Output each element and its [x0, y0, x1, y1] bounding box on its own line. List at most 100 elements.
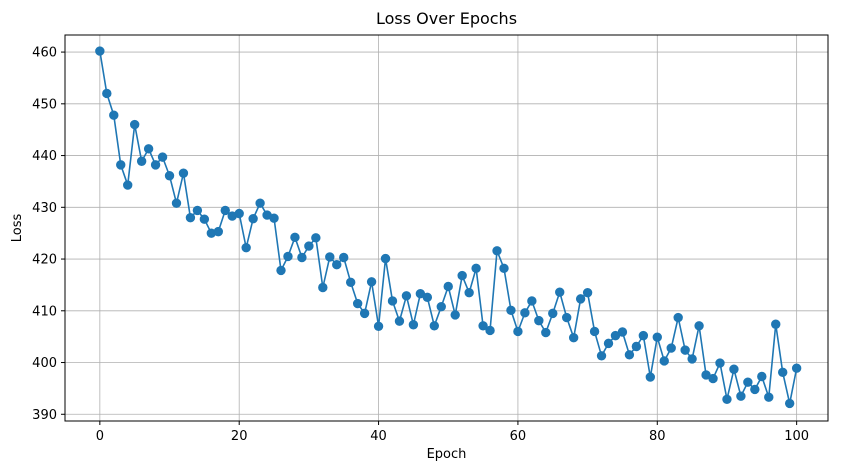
loss-data-point [638, 330, 649, 341]
grid-layer [65, 35, 828, 421]
loss-data-point [457, 270, 467, 281]
loss-data-point [164, 171, 175, 181]
loss-data-point [694, 321, 704, 331]
loss-data-point [394, 316, 405, 326]
loss-data-point [116, 160, 126, 170]
plot-frame [64, 34, 829, 422]
x-tick-label: 20 [231, 429, 248, 444]
loss-data-point [757, 371, 767, 382]
loss-data-point [408, 320, 419, 330]
x-tick-label: 100 [784, 429, 809, 444]
loss-data-point [290, 232, 300, 243]
loss-data-point [673, 312, 683, 323]
loss-data-point [492, 246, 502, 256]
loss-data-point [645, 372, 656, 382]
loss-data-point [102, 88, 112, 99]
loss-data-point [520, 308, 530, 318]
loss-data-point [192, 205, 203, 216]
loss-data-point [687, 354, 697, 364]
loss-data-point [109, 110, 119, 120]
loss-data-point [555, 287, 565, 297]
loss-data-point [143, 144, 154, 154]
loss-data-point [185, 212, 196, 223]
y-tick-label: 400 [32, 356, 57, 371]
loss-data-point [450, 310, 460, 320]
loss-data-point [129, 119, 140, 130]
loss-data-point [241, 242, 251, 253]
loss-data-point [150, 160, 161, 170]
loss-data-point [513, 326, 523, 337]
tick-layer: 0 20 40 60 80 100 390 400 410 420 430 440 450 460 [32, 46, 809, 444]
x-tick-label: 80 [649, 429, 666, 444]
loss-data-point [631, 341, 642, 352]
loss-data-point [318, 282, 328, 293]
loss-data-point [527, 296, 537, 306]
loss-data-point [248, 213, 258, 224]
loss-data-point [422, 292, 433, 303]
loss-data-point [715, 358, 725, 368]
loss-data-point [178, 168, 189, 178]
loss-data-point [534, 315, 544, 326]
loss-data-point [234, 208, 244, 219]
x-tick-label: 40 [370, 429, 387, 444]
loss-data-point [283, 251, 293, 262]
loss-data-point [750, 384, 760, 395]
loss-data-point [297, 252, 307, 263]
loss-data-point [603, 338, 614, 349]
loss-data-point [506, 305, 516, 315]
loss-data-point [464, 287, 474, 298]
loss-data-point [339, 252, 349, 263]
loss-data-point [304, 241, 314, 251]
loss-data-point [345, 277, 356, 288]
loss-data-point [269, 213, 279, 223]
y-tick-label: 450 [32, 97, 57, 112]
loss-data-point [213, 226, 223, 237]
y-tick-label: 390 [32, 408, 57, 423]
series-layer [95, 46, 802, 409]
loss-data-point [568, 332, 579, 343]
loss-data-point [743, 377, 753, 387]
loss-data-point [624, 350, 635, 360]
loss-data-point [373, 321, 384, 332]
loss-data-point [582, 287, 593, 298]
loss-data-point [589, 326, 600, 337]
loss-data-point [729, 364, 739, 374]
loss-data-point [359, 308, 370, 319]
loss-data-point [157, 152, 168, 162]
loss-data-point [123, 180, 133, 190]
loss-data-point [199, 214, 210, 224]
loss-data-point [680, 345, 690, 355]
loss-data-point [276, 265, 286, 276]
loss-data-point [575, 294, 586, 304]
y-tick-label: 440 [32, 149, 57, 164]
loss-data-point [332, 260, 342, 270]
loss-data-point [764, 392, 774, 402]
loss-data-point [708, 373, 718, 384]
loss-data-point [548, 308, 558, 319]
loss-data-point [784, 398, 795, 409]
chart-title: Loss Over Epochs [376, 9, 517, 28]
y-tick-label: 410 [32, 304, 57, 319]
loss-data-point [171, 198, 182, 208]
loss-data-point [436, 301, 446, 312]
y-tick-label: 420 [32, 253, 57, 268]
loss-data-point [778, 367, 788, 378]
loss-data-point [652, 332, 662, 342]
loss-data-point [352, 298, 363, 309]
loss-data-point [485, 325, 495, 336]
loss-data-point [401, 291, 412, 301]
loss-data-point [325, 252, 335, 262]
x-tick-label: 0 [96, 429, 104, 444]
x-tick-label: 60 [510, 429, 527, 444]
loss-data-point [311, 233, 321, 243]
loss-data-point [443, 281, 453, 292]
loss-data-point [541, 327, 551, 338]
loss-data-point [499, 263, 509, 274]
y-axis-label: Loss [10, 214, 25, 243]
loss-data-point [659, 356, 669, 366]
y-tick-label: 460 [32, 46, 57, 61]
loss-data-point [380, 253, 391, 264]
loss-data-point [771, 319, 781, 329]
